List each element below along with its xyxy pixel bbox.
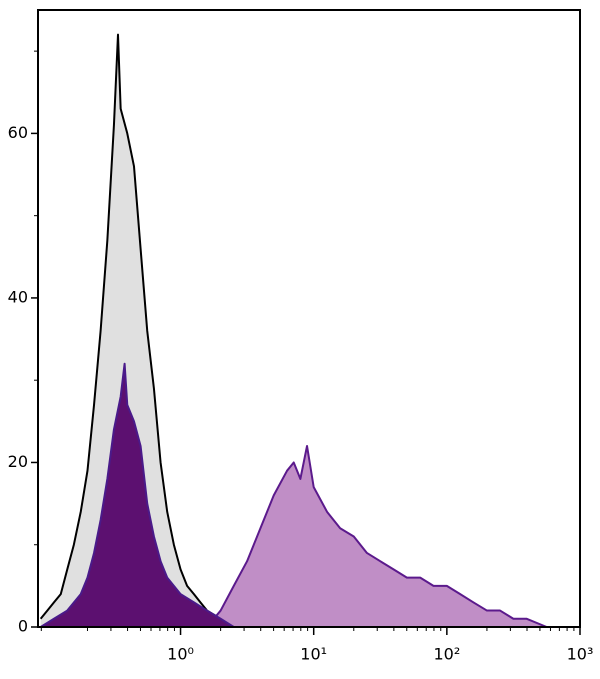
y-tick-label: 0: [18, 617, 28, 636]
x-tick-label: 10²: [433, 645, 460, 664]
histogram-fill: [40, 363, 234, 627]
x-tick-label: 10⁰: [167, 645, 194, 664]
plot-frame: [37, 9, 581, 628]
histogram-outline: [39, 33, 235, 628]
histogram-outline: [206, 445, 548, 628]
x-tick-label: 10¹: [300, 645, 327, 664]
histogram-fill: [207, 446, 547, 627]
y-tick-label: 20: [8, 452, 28, 471]
y-tick-label: 60: [8, 123, 28, 142]
histogram-outline: [40, 362, 235, 628]
x-tick-label: 10³: [567, 645, 594, 664]
histogram-fill: [40, 34, 234, 628]
y-tick-label: 40: [8, 287, 28, 306]
